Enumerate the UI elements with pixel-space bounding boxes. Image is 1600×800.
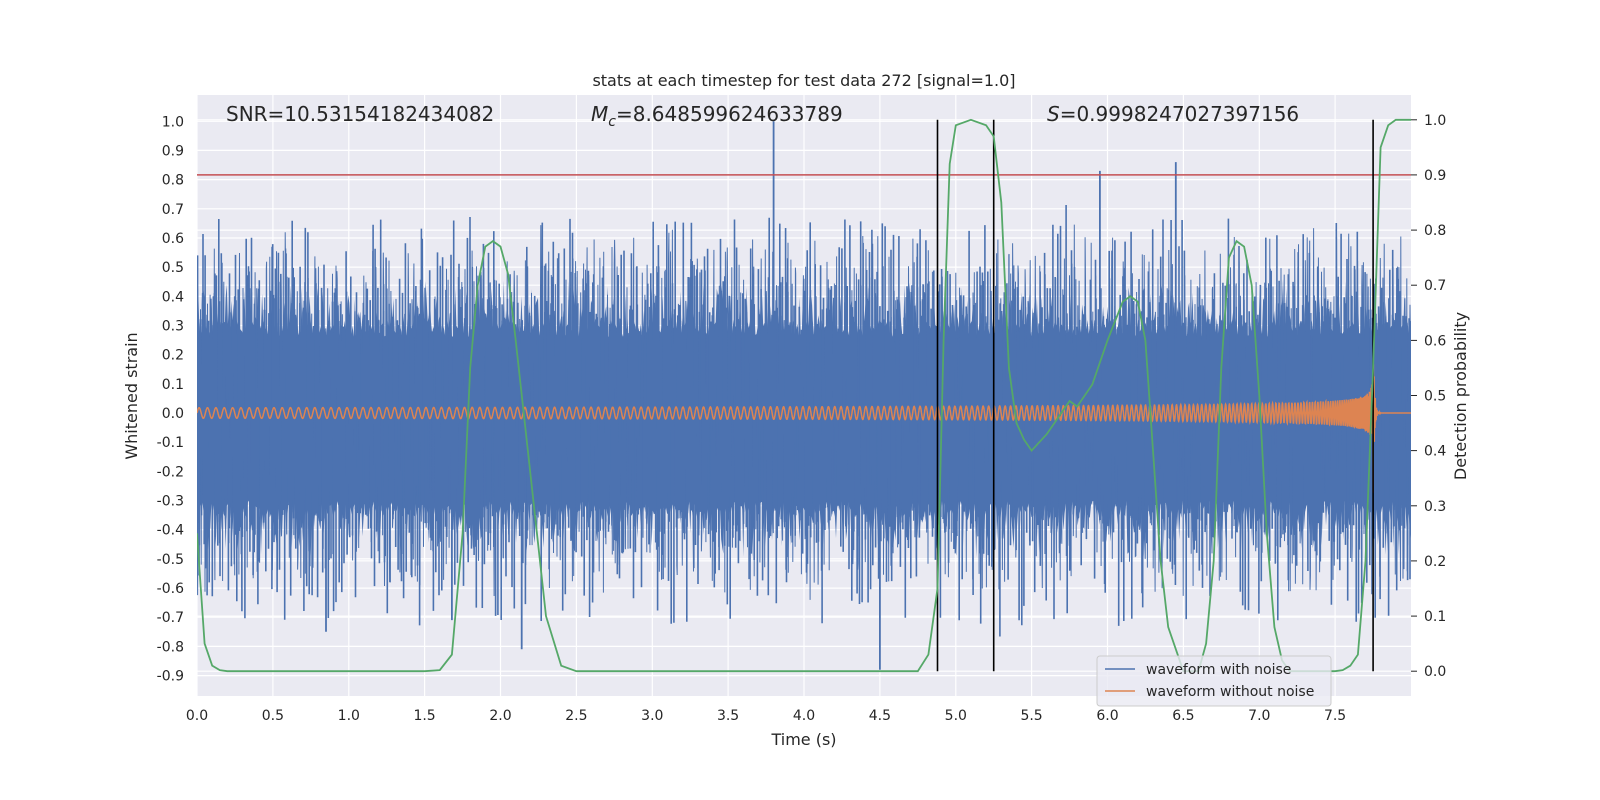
y-tick-label: 0.6 (162, 231, 184, 247)
y2-tick-label: 0.9 (1424, 168, 1446, 184)
series-detection-probability (197, 118, 1411, 673)
y-tick-label: -0.6 (157, 581, 184, 597)
axis-ticks: 0.0 0.5 1.0 1.5 2.0 2.5 3.0 3.5 4.0 4.5 5.0 5.5 6.0 6… (157, 113, 1447, 724)
snr-stat: SNR=10.53154182434082 (226, 102, 494, 126)
chirp-mass-value: =8.648599624633789 (616, 102, 843, 126)
y-tick-label: 0.3 (162, 319, 184, 335)
y2-tick-label: 0.0 (1424, 664, 1446, 680)
y2-tick-label: 0.3 (1424, 499, 1446, 515)
y-tick-label: 0.1 (162, 377, 184, 393)
x-tick-label: 6.0 (1096, 708, 1118, 724)
y-tick-label: 0.2 (162, 348, 184, 364)
y-tick-label: -0.7 (157, 610, 184, 626)
y2-tick-label: 0.6 (1424, 333, 1446, 349)
s-symbol: S (1047, 102, 1060, 126)
x-tick-label: 1.5 (413, 708, 435, 724)
y2-axis-label: Detection probability (1451, 312, 1470, 480)
y-tick-label: 0.8 (162, 173, 184, 189)
x-tick-label: 7.0 (1248, 708, 1270, 724)
x-tick-label: 0.5 (262, 708, 284, 724)
x-tick-label: 4.5 (869, 708, 891, 724)
y-tick-label: -0.9 (157, 669, 184, 685)
x-tick-label: 6.5 (1172, 708, 1194, 724)
chart-title: stats at each timestep for test data 272… (592, 71, 1015, 90)
chirp-mass-stat: Mc=8.648599624633789 (591, 102, 843, 130)
y2-tick-label: 0.8 (1424, 223, 1446, 239)
y2-tick-label: 0.4 (1424, 444, 1446, 460)
y-tick-label: -0.2 (157, 464, 184, 480)
y-tick-label: 0.7 (162, 202, 184, 218)
y-axis-label: Whitened strain (122, 332, 141, 459)
plot-marks (197, 118, 1411, 673)
y2-tick-label: 0.5 (1424, 389, 1446, 405)
y-tick-label: 0.4 (162, 289, 184, 305)
x-tick-label: 0.0 (186, 708, 208, 724)
y2-tick-label: 0.1 (1424, 609, 1446, 625)
x-tick-label: 5.0 (945, 708, 967, 724)
x-tick-label: 4.0 (793, 708, 815, 724)
x-tick-label: 2.0 (489, 708, 511, 724)
x-tick-label: 1.0 (338, 708, 360, 724)
s-stat: S=0.9998247027397156 (1047, 102, 1299, 126)
x-tick-label: 2.5 (565, 708, 587, 724)
series-noise-spikes (325, 121, 1177, 670)
y2-tick-label: 0.2 (1424, 554, 1446, 570)
legend-label-without-noise: waveform without noise (1146, 684, 1314, 700)
legend-box (1096, 655, 1332, 707)
x-axis-label: Time (s) (770, 730, 836, 749)
legend: waveform with noise waveform without noi… (1096, 655, 1332, 707)
x-tick-label: 3.5 (717, 708, 739, 724)
series-waveform-with-noise (197, 205, 1411, 637)
x-tick-label: 3.0 (641, 708, 663, 724)
x-tick-label: 7.5 (1324, 708, 1346, 724)
series-waveform-without-noise (197, 364, 1411, 493)
chirp-mass-subscript: c (608, 114, 616, 130)
x-tick-label: 5.5 (1020, 708, 1042, 724)
y-tick-label: 0.5 (162, 260, 184, 276)
y-tick-label: -0.1 (157, 435, 184, 451)
y2-tick-label: 1.0 (1424, 113, 1446, 129)
chirp-mass-symbol: M (591, 102, 608, 126)
y-tick-label: -0.4 (157, 523, 184, 539)
y-tick-label: 1.0 (162, 114, 184, 130)
y-tick-label: -0.5 (157, 552, 184, 568)
y-tick-label: 0.9 (162, 143, 184, 159)
legend-label-with-noise: waveform with noise (1146, 662, 1291, 678)
s-value: =0.9998247027397156 (1060, 102, 1299, 126)
y-tick-label: 0.0 (162, 406, 184, 422)
y2-tick-label: 0.7 (1424, 278, 1446, 294)
y-tick-label: -0.3 (157, 494, 184, 510)
y-tick-label: -0.8 (157, 639, 184, 655)
